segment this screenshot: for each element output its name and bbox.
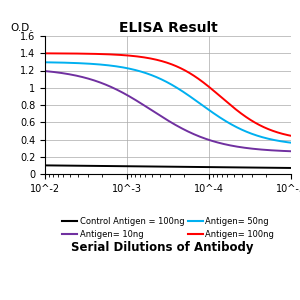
Antigen= 100ng	[176, 65, 180, 69]
Antigen= 50ng	[190, 96, 193, 99]
Antigen= 50ng	[43, 61, 47, 64]
Control Antigen = 100ng	[43, 164, 47, 167]
Antigen= 10ng	[176, 124, 180, 128]
Antigen= 10ng	[190, 131, 193, 135]
Antigen= 100ng	[283, 133, 287, 136]
Text: Serial Dilutions of Antibody: Serial Dilutions of Antibody	[71, 242, 253, 254]
Control Antigen = 100ng	[176, 165, 180, 169]
Antigen= 50ng	[176, 87, 180, 90]
Antigen= 10ng	[160, 115, 164, 119]
Antigen= 50ng	[289, 141, 293, 145]
Antigen= 50ng	[283, 140, 287, 144]
Line: Antigen= 100ng: Antigen= 100ng	[45, 53, 291, 136]
Antigen= 100ng	[160, 59, 164, 63]
Line: Antigen= 10ng: Antigen= 10ng	[45, 71, 291, 151]
Antigen= 100ng	[190, 72, 193, 76]
Title: ELISA Result: ELISA Result	[118, 21, 218, 35]
Antigen= 100ng	[43, 52, 47, 55]
Antigen= 50ng	[161, 79, 165, 82]
Antigen= 10ng	[289, 149, 293, 153]
Antigen= 50ng	[160, 78, 164, 81]
Antigen= 10ng	[161, 116, 165, 119]
Antigen= 10ng	[245, 146, 248, 150]
Legend: Control Antigen = 100ng, Antigen= 10ng, Antigen= 50ng, Antigen= 100ng: Control Antigen = 100ng, Antigen= 10ng, …	[62, 217, 274, 239]
Antigen= 100ng	[161, 60, 165, 63]
Control Antigen = 100ng	[289, 166, 293, 170]
Control Antigen = 100ng	[283, 166, 287, 170]
Antigen= 100ng	[289, 134, 293, 138]
Text: O.D.: O.D.	[11, 23, 33, 33]
Control Antigen = 100ng	[160, 165, 164, 168]
Control Antigen = 100ng	[161, 165, 165, 168]
Control Antigen = 100ng	[190, 165, 193, 169]
Line: Control Antigen = 100ng: Control Antigen = 100ng	[45, 165, 291, 168]
Control Antigen = 100ng	[245, 166, 248, 169]
Antigen= 10ng	[283, 149, 287, 153]
Antigen= 100ng	[245, 116, 248, 119]
Line: Antigen= 50ng: Antigen= 50ng	[45, 62, 291, 143]
Antigen= 50ng	[245, 130, 248, 134]
Antigen= 10ng	[43, 69, 47, 73]
